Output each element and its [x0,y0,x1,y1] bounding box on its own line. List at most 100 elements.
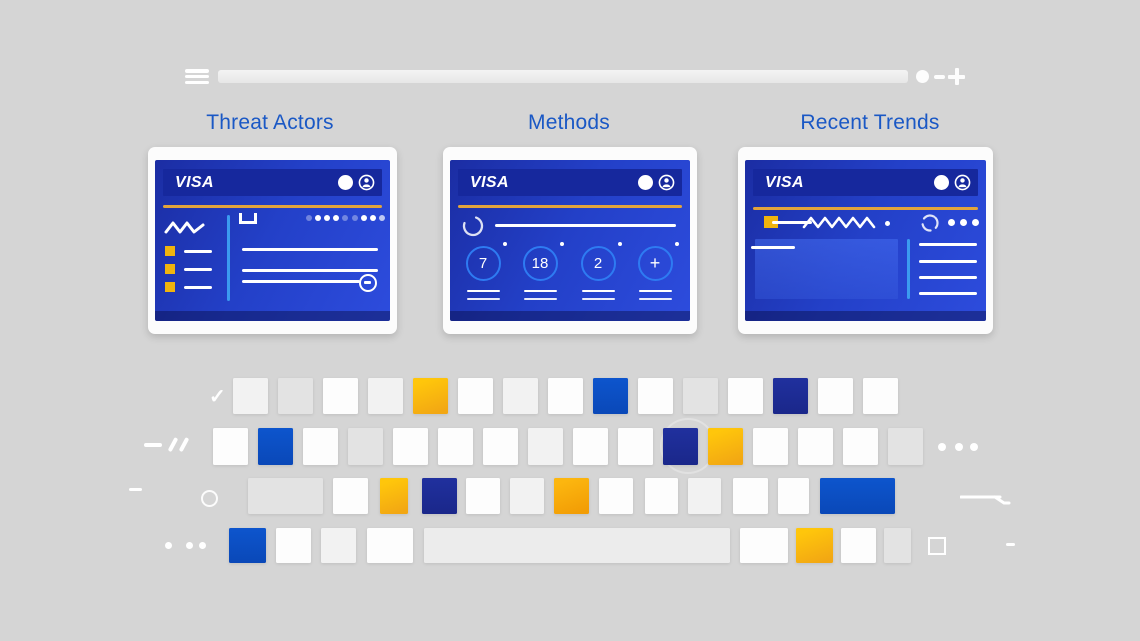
keyboard-key[interactable] [645,478,678,514]
stat-threat-count: 18 [512,242,568,300]
keyboard-key[interactable] [599,478,633,514]
card-title-methods: Methods [528,111,610,134]
keyboard-key[interactable] [820,478,895,514]
notification-dot-icon [559,242,564,246]
keyboard-key[interactable] [573,428,608,465]
keyboard-key[interactable] [863,378,898,414]
ellipsis-dot-icon[interactable] [960,219,967,226]
keyboard-key[interactable] [422,478,457,514]
vertical-divider [907,239,910,299]
keyboard-key[interactable] [278,378,313,414]
zoom-in-plus-icon[interactable] [948,68,965,85]
text-line [919,260,977,263]
keyboard-key[interactable] [888,428,923,465]
keyboard-key[interactable] [458,378,493,414]
chart-block [755,239,898,299]
user-avatar-icon[interactable] [358,174,375,191]
list-bullet-square [165,264,175,274]
keyboard-key[interactable] [393,428,428,465]
keyboard-key[interactable] [483,428,518,465]
dot-icon [333,215,339,221]
keyboard-key[interactable] [593,378,628,414]
keyboard-key[interactable] [510,478,544,514]
keyboard-key[interactable] [884,528,911,563]
keyboard-key[interactable] [528,428,563,465]
keyboard-key[interactable] [841,528,876,563]
notification-dot-icon [674,242,679,246]
text-line [242,248,378,251]
keyboard-key[interactable] [424,528,730,563]
user-avatar-icon[interactable] [658,174,675,191]
status-dot-icon [638,175,653,190]
keyboard-key[interactable] [554,478,589,514]
keyboard-key[interactable] [303,428,338,465]
status-dot-icon [934,175,949,190]
zoom-out-minus-icon[interactable] [934,75,945,79]
text-line [919,243,977,246]
keyboard-key[interactable] [233,378,268,414]
decor-dot [186,542,193,549]
keyboard-key[interactable] [753,428,788,465]
keyboard-key[interactable] [728,378,763,414]
stat-add: + [627,242,683,300]
keyboard-key[interactable] [638,378,673,414]
stat-threat-count: 7 [455,242,511,300]
keyboard-key[interactable] [843,428,878,465]
keyboard-key[interactable] [503,378,538,414]
notification-dot-icon [617,242,622,246]
keyboard-key[interactable] [276,528,311,563]
keyboard-key[interactable] [466,478,500,514]
keyboard-key[interactable] [323,378,358,414]
hamburger-menu-icon[interactable] [185,69,209,84]
keyboard-key[interactable] [229,528,266,563]
card-threat-actors: VISA [148,147,397,334]
ellipsis-dot-icon[interactable] [972,219,979,226]
keyboard-key[interactable] [773,378,808,414]
slider-handle[interactable] [359,274,377,292]
chart-label-line [751,246,795,249]
keyboard-key[interactable] [368,378,403,414]
keyboard-key[interactable] [818,378,853,414]
stat-circle[interactable]: 7 [465,242,507,281]
keyboard-key[interactable] [438,428,473,465]
stat-label-line [523,298,557,300]
keyboard-key[interactable] [688,478,721,514]
dashboard-panel: VISA 7 18 2 + [450,160,690,321]
decor-slash [178,437,189,452]
keyboard-key[interactable] [778,478,809,514]
card-title-recent-trends: Recent Trends [800,111,940,134]
keyboard-key[interactable] [683,378,718,414]
keyboard-key[interactable] [258,428,293,465]
keyboard-key[interactable] [733,478,768,514]
keyboard-key[interactable] [380,478,408,514]
user-avatar-icon[interactable] [954,174,971,191]
keyboard-key[interactable] [213,428,248,465]
keyboard-key[interactable] [548,378,583,414]
add-button[interactable]: + [637,242,679,281]
keyboard-key[interactable] [321,528,356,563]
keyboard-key[interactable] [348,428,383,465]
list-line [184,268,212,271]
keyboard-key[interactable] [618,428,653,465]
keyboard-key[interactable] [248,478,323,514]
keyboard-key[interactable] [798,428,833,465]
zigzag-sparkline-icon [802,216,876,229]
decor-dash [1006,543,1015,546]
keyboard-key[interactable] [708,428,743,465]
address-progress-bar[interactable] [218,70,908,83]
text-line [495,224,676,227]
keyboard-key[interactable] [333,478,368,514]
keyboard-key[interactable] [740,528,788,563]
keyboard-key[interactable] [367,528,413,563]
keyboard-key[interactable] [663,428,698,465]
dot-icon [342,215,348,221]
stat-circle[interactable]: 18 [522,242,564,281]
keyboard-key[interactable] [796,528,833,563]
stat-circle[interactable]: 2 [580,242,622,281]
keyboard-key[interactable] [413,378,448,414]
spinner-icon [921,214,939,232]
status-dot-icon [338,175,353,190]
ellipsis-dot-icon[interactable] [948,219,955,226]
decor-dot [165,542,172,549]
